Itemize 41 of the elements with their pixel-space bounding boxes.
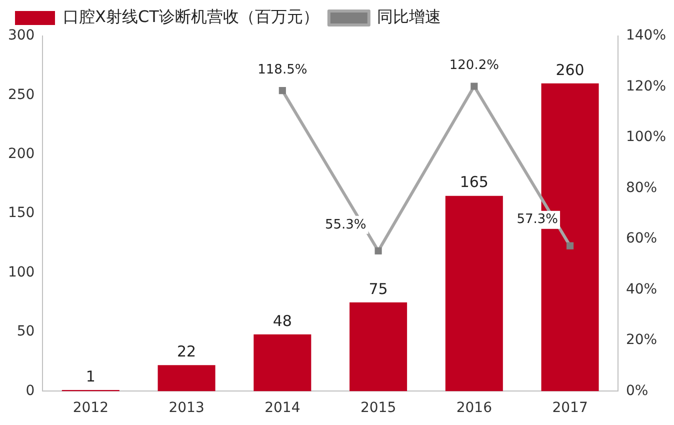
data-label: 22 — [176, 342, 196, 361]
bar — [254, 334, 312, 392]
y2-tick-label: 0% — [626, 382, 648, 399]
point — [374, 247, 382, 254]
legend-label: 口腔X射线CT诊断机营收（百万元） — [63, 7, 319, 26]
y2-tick-label: 140% — [626, 28, 666, 44]
data-label: 55.3% — [324, 217, 366, 232]
data-label: 165 — [460, 173, 488, 192]
data-label: 48 — [272, 312, 292, 330]
x-tick-label: 2017 — [552, 400, 588, 416]
y-tick-label: 250 — [8, 86, 35, 103]
x-tick-label: 2016 — [456, 400, 492, 416]
data-label: 57.3% — [516, 212, 558, 228]
y2-tick-label: 40% — [626, 281, 658, 298]
data-label: 118.5% — [258, 62, 308, 78]
point — [470, 82, 478, 90]
y2-tick-label: 100% — [626, 129, 666, 146]
x-tick-label: 2013 — [168, 400, 204, 416]
bar — [445, 196, 503, 392]
x-tick-label: 2015 — [360, 400, 396, 416]
bar — [350, 302, 408, 392]
point — [278, 87, 286, 94]
y2-tick-label: 60% — [626, 230, 658, 247]
y-tick-label: 100 — [8, 264, 35, 280]
point — [566, 242, 574, 250]
y-tick-label: 300 — [8, 28, 35, 44]
x-tick-label: 2012 — [72, 400, 108, 416]
y2-tick-label: 120% — [626, 78, 666, 94]
x-tick-label: 2014 — [264, 400, 300, 416]
y-tick-label: 150 — [8, 205, 35, 222]
y-tick-label: 50 — [16, 324, 35, 340]
data-label: 260 — [556, 60, 584, 79]
data-label: 1 — [86, 367, 96, 386]
data-label: 75 — [368, 280, 388, 298]
y-tick-label: 200 — [8, 146, 35, 162]
legend-label: 同比增速 — [376, 7, 441, 26]
y2-tick-label: 80% — [626, 180, 658, 196]
data-label: 120.2% — [449, 58, 499, 74]
y-tick-label: 0 — [26, 382, 35, 399]
y2-tick-label: 20% — [626, 332, 658, 348]
bar — [158, 365, 216, 392]
